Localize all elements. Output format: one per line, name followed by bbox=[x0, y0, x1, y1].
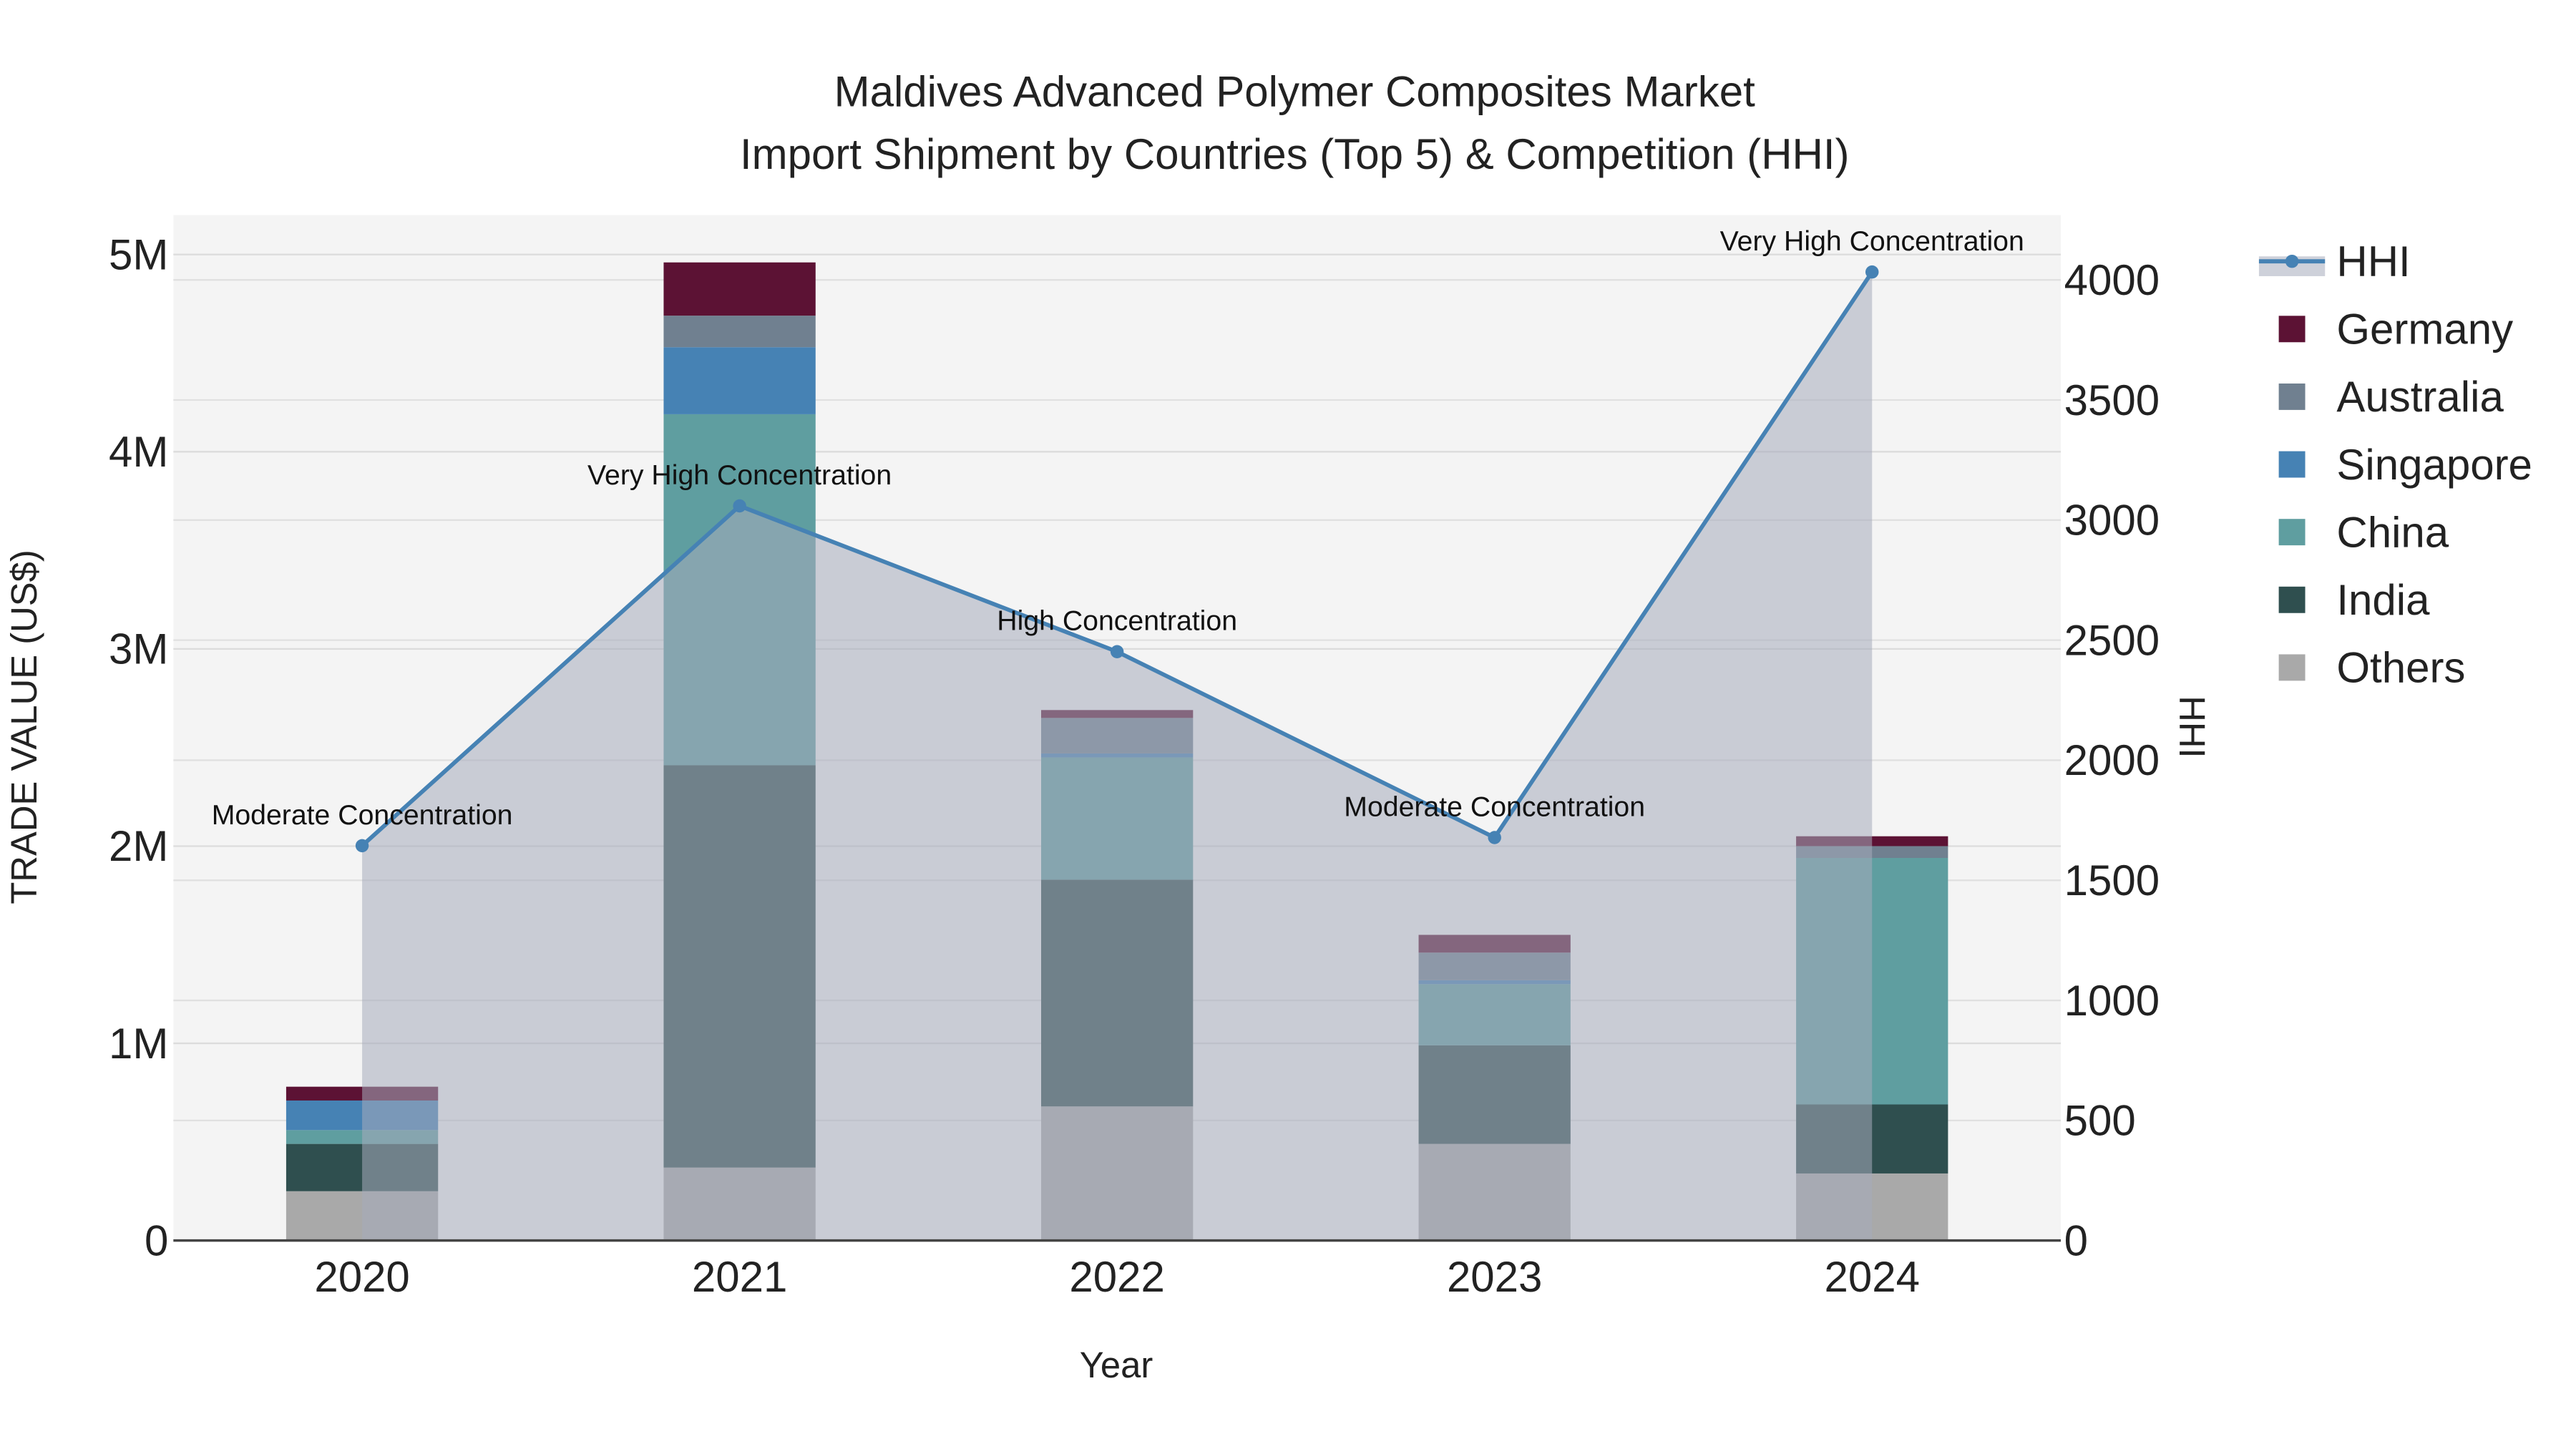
y2-tick-label: 2500 bbox=[2064, 616, 2160, 664]
y-tick-label: 4M bbox=[109, 428, 168, 476]
legend-swatch-india bbox=[2278, 586, 2306, 613]
hhi-annotation-2020: Moderate Concentration bbox=[212, 799, 513, 831]
y2-tick-label: 3500 bbox=[2064, 376, 2160, 424]
legend-swatch-germany bbox=[2278, 316, 2306, 343]
hhi-point-2021 bbox=[733, 499, 746, 513]
legend-label-singapore: Singapore bbox=[2336, 441, 2532, 489]
hhi-annotation-2021: Very High Concentration bbox=[587, 459, 892, 491]
y2-tick-label: 0 bbox=[2064, 1216, 2088, 1264]
legend-label-others: Others bbox=[2336, 644, 2465, 692]
legend-label-india: India bbox=[2336, 576, 2430, 624]
x-tick-label: 2024 bbox=[1824, 1253, 1919, 1301]
y-axis-label: TRADE VALUE (US$) bbox=[4, 550, 44, 904]
hhi-point-2020 bbox=[355, 839, 369, 853]
x-axis-label: Year bbox=[1080, 1345, 1153, 1385]
legend-swatch-others bbox=[2278, 654, 2306, 681]
hhi-annotation-2024: Very High Concentration bbox=[1720, 225, 2024, 257]
y2-tick-label: 1500 bbox=[2064, 857, 2160, 904]
x-tick-label: 2023 bbox=[1447, 1253, 1542, 1301]
y2-tick-label: 3000 bbox=[2064, 497, 2160, 545]
y-tick-label: 5M bbox=[109, 230, 168, 278]
hhi-point-2022 bbox=[1110, 645, 1124, 658]
bar-singapore-2021 bbox=[663, 347, 816, 414]
bar-germany-2021 bbox=[663, 262, 816, 316]
y2-tick-label: 4000 bbox=[2064, 256, 2160, 304]
hhi-annotation-2023: Moderate Concentration bbox=[1344, 791, 1645, 822]
legend-label-hhi: HHI bbox=[2336, 238, 2410, 286]
legend-label-germany: Germany bbox=[2336, 306, 2513, 353]
chart-title-line2: Import Shipment by Countries (Top 5) & C… bbox=[740, 130, 1850, 178]
y-tick-label: 1M bbox=[109, 1020, 168, 1068]
y-tick-label: 0 bbox=[145, 1216, 168, 1264]
hhi-series: Moderate Concentration Very High Concentr… bbox=[212, 225, 2024, 1241]
x-tick-label: 2021 bbox=[692, 1253, 787, 1301]
x-tick-label: 2022 bbox=[1069, 1253, 1164, 1301]
y2-tick-label: 1000 bbox=[2064, 977, 2160, 1025]
hhi-point-2024 bbox=[1865, 265, 1879, 279]
y2-tick-label: 2000 bbox=[2064, 736, 2160, 784]
legend-label-australia: Australia bbox=[2336, 373, 2504, 421]
axes: 2020 2021 2022 2023 2024 0 1M 2M 3M 4M 5M 0 500 1000 1… bbox=[109, 230, 2160, 1301]
legend-swatch-china bbox=[2278, 519, 2306, 546]
x-tick-label: 2020 bbox=[314, 1253, 409, 1301]
y-tick-label: 3M bbox=[109, 625, 168, 673]
hhi-annotation-2022: High Concentration bbox=[997, 605, 1237, 637]
y-tick-label: 2M bbox=[109, 822, 168, 870]
y2-axis-label: HHI bbox=[2172, 696, 2212, 758]
y2-tick-label: 500 bbox=[2064, 1097, 2136, 1145]
bar-australia-2021 bbox=[663, 316, 816, 348]
legend-swatch-singapore bbox=[2278, 451, 2306, 478]
legend-swatch-australia bbox=[2278, 383, 2306, 410]
legend: HHI Germany Australia Singapore China India Ot… bbox=[2258, 238, 2532, 692]
legend-label-china: China bbox=[2336, 508, 2449, 556]
legend-marker-hhi bbox=[2285, 254, 2299, 268]
hhi-point-2023 bbox=[1488, 831, 1501, 844]
hhi-area bbox=[362, 272, 1873, 1241]
chart-title-line1: Maldives Advanced Polymer Composites Mar… bbox=[834, 67, 1756, 115]
